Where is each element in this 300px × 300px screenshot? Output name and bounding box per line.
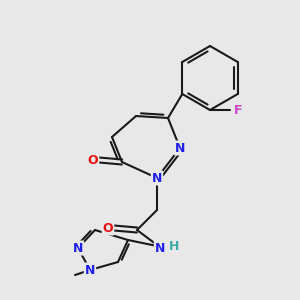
- Text: O: O: [88, 154, 98, 166]
- Text: O: O: [103, 221, 113, 235]
- Text: N: N: [73, 242, 83, 254]
- Text: F: F: [234, 103, 242, 116]
- Text: N: N: [152, 172, 162, 184]
- Text: N: N: [155, 242, 165, 254]
- Text: N: N: [85, 263, 95, 277]
- Text: N: N: [175, 142, 185, 154]
- Text: H: H: [169, 239, 179, 253]
